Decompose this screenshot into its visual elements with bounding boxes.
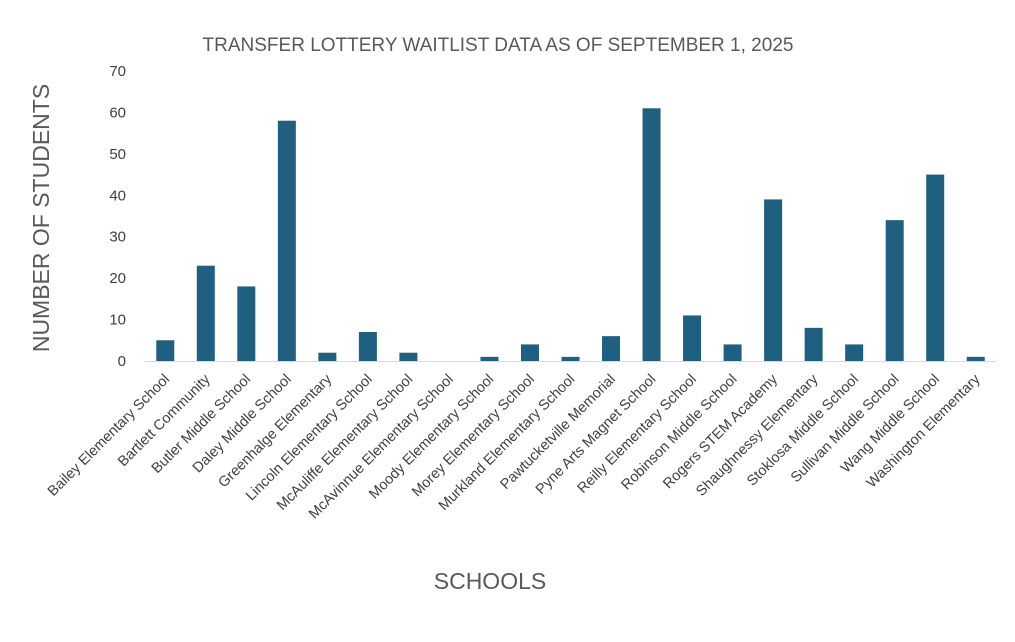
y-tick-label: 50 — [109, 146, 126, 163]
bar — [683, 315, 702, 361]
y-tick-label: 60 — [109, 104, 126, 121]
bar — [561, 356, 580, 361]
bar — [764, 199, 783, 361]
bar — [358, 332, 377, 361]
bar — [237, 286, 256, 361]
y-tick-label: 0 — [118, 353, 126, 370]
bar — [845, 344, 864, 361]
bar — [642, 108, 661, 362]
y-tick-label: 70 — [109, 63, 126, 80]
bar — [399, 352, 418, 361]
bar — [966, 356, 985, 361]
bar — [318, 352, 337, 361]
bar — [277, 120, 296, 361]
y-tick-label: 30 — [109, 229, 126, 246]
bar — [480, 356, 499, 361]
bar — [520, 344, 539, 361]
bar — [926, 174, 945, 361]
bar — [196, 265, 215, 361]
y-tick-label: 10 — [109, 312, 126, 329]
chart-title: TRANSFER LOTTERY WAITLIST DATA AS OF SEP… — [203, 35, 794, 56]
y-axis-title: NUMBER OF STUDENTS — [28, 84, 54, 352]
bar — [723, 344, 742, 361]
bar — [156, 340, 175, 361]
bar — [602, 336, 621, 361]
x-axis-title: SCHOOLS — [434, 568, 546, 594]
y-tick-label: 40 — [109, 187, 126, 204]
y-tick-label: 20 — [109, 270, 126, 287]
bar — [885, 220, 904, 361]
y-axis-ticks: 0 10 20 30 40 50 60 70 — [109, 63, 126, 370]
bars — [156, 108, 985, 362]
bar — [804, 327, 823, 361]
